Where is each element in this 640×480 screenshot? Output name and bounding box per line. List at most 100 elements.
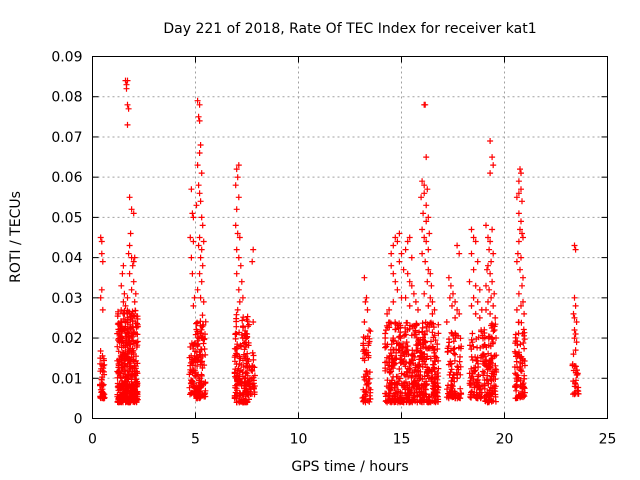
data-point: [428, 282, 435, 289]
data-point: [434, 370, 441, 376]
data-point: [428, 338, 434, 345]
data-point: [425, 266, 432, 273]
data-point: [403, 395, 410, 402]
data-point: [514, 375, 521, 382]
data-point: [490, 250, 497, 257]
data-point: [99, 258, 106, 265]
data-point: [466, 278, 473, 285]
data-point: [116, 321, 123, 328]
data-point: [424, 278, 431, 285]
data-point: [114, 313, 121, 320]
data-point: [134, 316, 141, 322]
data-point: [514, 250, 521, 257]
data-point: [515, 238, 522, 245]
data-point: [489, 154, 496, 161]
data-point: [248, 375, 255, 382]
data-point: [571, 294, 578, 301]
data-point: [448, 347, 454, 354]
data-point: [454, 242, 461, 249]
data-point: [120, 349, 127, 356]
data-point: [389, 356, 396, 362]
data-point: [361, 346, 368, 353]
data-point: [429, 344, 436, 351]
data-point: [390, 335, 397, 342]
data-point: [129, 337, 136, 344]
data-point: [452, 351, 459, 358]
data-point: [249, 258, 256, 265]
data-point: [485, 350, 492, 357]
data-point: [416, 376, 423, 382]
data-point: [116, 393, 123, 400]
data-point: [571, 390, 578, 396]
data-point: [456, 250, 463, 257]
y-tick-label: 0: [74, 412, 83, 428]
data-point: [130, 349, 137, 356]
data-point: [193, 395, 200, 402]
data-point: [467, 342, 473, 349]
data-point: [392, 278, 399, 285]
data-point: [431, 306, 438, 313]
data-point: [452, 298, 459, 305]
data-point: [384, 310, 391, 317]
data-point: [121, 390, 128, 397]
data-point: [188, 340, 195, 347]
data-point: [449, 383, 456, 390]
data-point: [235, 254, 242, 261]
data-point: [190, 345, 197, 352]
data-point: [248, 367, 255, 374]
data-point: [114, 343, 121, 350]
data-point: [416, 398, 423, 405]
data-point: [415, 306, 421, 313]
data-point: [435, 321, 442, 328]
data-point: [572, 246, 579, 253]
data-point: [189, 379, 196, 385]
data-point: [129, 262, 136, 269]
data-point: [129, 318, 136, 325]
axis-ticks: 0 0.01 0.02 0.03 0.04 0.05 0.06 0.07 0.08 0.09 0 5 1…: [51, 50, 616, 448]
data-point: [476, 314, 483, 321]
data-point: [485, 380, 492, 387]
data-point: [395, 397, 402, 404]
data-point: [402, 343, 409, 350]
data-point: [123, 339, 130, 346]
data-point: [117, 325, 124, 332]
data-point: [101, 357, 107, 364]
data-point: [234, 306, 241, 313]
data-point: [388, 250, 395, 257]
y-tick-label: 0.03: [51, 291, 82, 307]
data-point: [132, 388, 139, 395]
data-point: [199, 262, 206, 269]
data-point: [412, 298, 419, 305]
data-point: [193, 202, 200, 209]
chart-title: Day 221 of 2018, Rate Of TEC Index for r…: [163, 21, 536, 37]
data-point: [250, 319, 257, 325]
data-point: [236, 329, 243, 336]
data-point: [98, 376, 105, 383]
data-point: [199, 222, 206, 229]
data-point: [393, 349, 400, 356]
data-point: [197, 142, 204, 148]
data-point: [408, 254, 415, 261]
data-point: [97, 386, 104, 393]
data-point: [232, 358, 238, 365]
data-point: [124, 294, 131, 301]
data-point: [394, 373, 401, 380]
data-point: [234, 376, 240, 383]
data-point: [124, 309, 131, 316]
data-point: [126, 194, 133, 201]
data-point: [195, 242, 202, 249]
data-point: [198, 246, 205, 253]
data-point: [250, 246, 257, 253]
data-point: [520, 274, 526, 281]
data-point: [134, 331, 141, 338]
data-point: [485, 262, 491, 269]
data-point: [486, 286, 493, 293]
data-point: [485, 298, 491, 305]
data-point: [385, 384, 392, 391]
data-point: [520, 234, 526, 241]
data-point: [197, 294, 204, 301]
data-point: [123, 85, 130, 92]
data-point: [386, 306, 393, 313]
data-point: [130, 210, 137, 217]
data-point: [447, 369, 454, 376]
